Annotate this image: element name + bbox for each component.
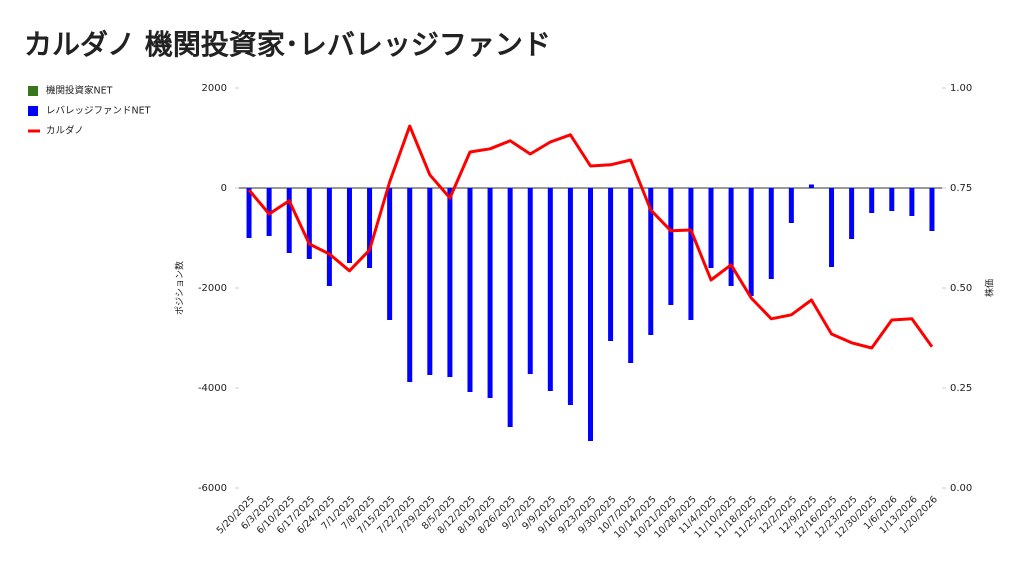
y2-axis-label: 株価	[984, 279, 996, 297]
bar	[748, 188, 754, 296]
y-tick-label: -4000	[198, 383, 227, 394]
bar	[688, 188, 694, 320]
y2-tick-label: 0.50	[950, 283, 972, 294]
bar	[708, 188, 714, 268]
bar	[929, 188, 935, 231]
bar	[668, 188, 674, 305]
legend-label: 機関投資家NET	[46, 85, 113, 97]
bar	[909, 188, 915, 216]
bar	[869, 188, 875, 213]
y2-tick-label: 0.25	[950, 383, 972, 394]
bar	[547, 188, 553, 391]
y2-tick-label: 0.75	[950, 183, 972, 194]
legend-label: カルダノ	[46, 125, 84, 137]
bar	[567, 188, 573, 405]
bar	[889, 188, 895, 211]
bar	[427, 188, 433, 375]
bar	[286, 188, 292, 253]
bar	[829, 188, 835, 267]
legend-swatch	[28, 106, 38, 116]
legend-swatch	[28, 129, 40, 133]
bar	[588, 188, 593, 441]
bar	[728, 188, 734, 286]
bar	[788, 188, 794, 223]
y-tick-label: -6000	[198, 483, 227, 494]
bar	[768, 188, 774, 279]
bar	[467, 188, 473, 392]
y-tick-label: 2000	[202, 83, 227, 94]
bar	[849, 188, 855, 239]
bar	[527, 188, 533, 374]
chart-title: カルダノ 機関投資家･レバレッジファンド	[24, 28, 551, 61]
bar	[487, 188, 493, 398]
y-tick-label: -2000	[198, 283, 227, 294]
bar	[608, 188, 614, 341]
bar	[648, 188, 654, 335]
legend-swatch	[28, 86, 38, 96]
bar	[628, 188, 634, 363]
bar	[346, 188, 352, 263]
bar	[507, 188, 513, 427]
bar	[306, 188, 312, 259]
y2-tick-label: 0.00	[950, 483, 972, 494]
bar	[387, 188, 393, 320]
y-tick-label: 0	[221, 183, 227, 194]
y-axis-label: ポジション数	[174, 261, 186, 315]
bar	[326, 188, 332, 286]
bar	[246, 188, 252, 238]
bar	[447, 188, 453, 377]
bar	[407, 188, 413, 382]
legend-label: レバレッジファンドNET	[46, 106, 151, 117]
bar	[367, 188, 373, 268]
bar	[808, 184, 814, 188]
line	[247, 124, 934, 350]
y2-tick-label: 1.00	[950, 83, 972, 94]
